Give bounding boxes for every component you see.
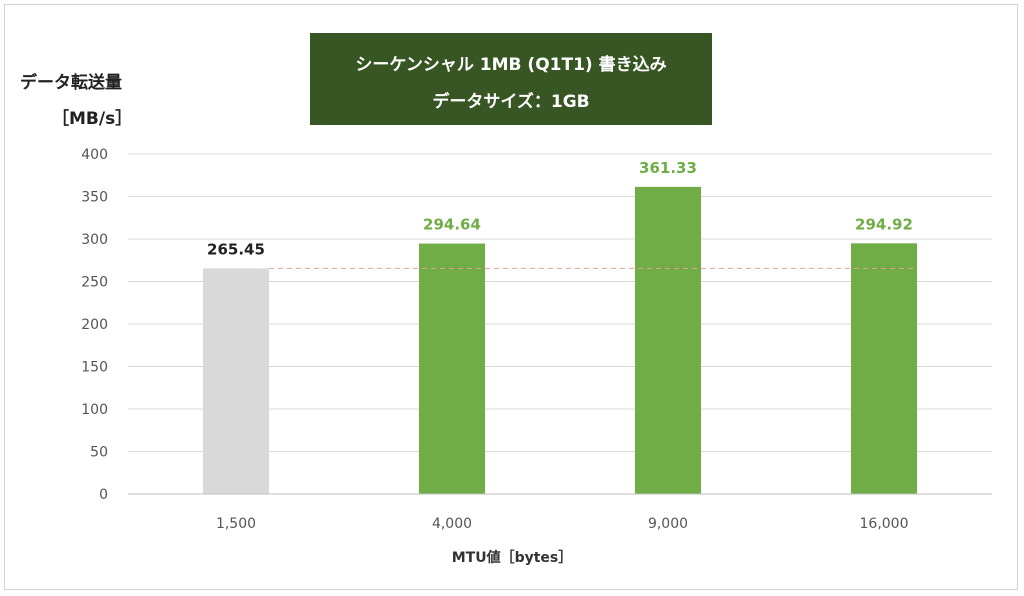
data-label: 265.45 (207, 240, 265, 258)
y-tick-label: 250 (81, 275, 108, 291)
chart-title: シーケンシャル 1MB (Q1T1) 書き込み (355, 55, 667, 75)
bar (419, 243, 485, 494)
y-tick-label: 350 (81, 190, 108, 206)
y-tick-label: 200 (81, 317, 108, 333)
x-tick-label: 1,500 (216, 516, 256, 532)
y-axis-unit: ［MB/s］ (52, 109, 133, 129)
y-tick-label: 0 (99, 487, 108, 503)
bar (203, 268, 269, 494)
y-axis-label: データ転送量 (20, 73, 122, 93)
y-tick-label: 100 (81, 402, 108, 418)
y-tick-label: 300 (81, 232, 108, 248)
y-tick-label: 50 (90, 445, 108, 461)
bar (851, 243, 917, 494)
y-tick-label: 400 (81, 147, 108, 163)
chart-subtitle: データサイズ：1GB (432, 92, 590, 112)
y-tick-label: 150 (81, 360, 108, 376)
x-tick-label: 16,000 (860, 516, 909, 532)
x-axis-label: MTU値［bytes］ (451, 550, 573, 566)
x-tick-label: 4,000 (432, 516, 472, 532)
bar (635, 186, 701, 494)
data-label: 294.64 (423, 216, 481, 234)
x-tick-label: 9,000 (648, 516, 688, 532)
data-label: 361.33 (639, 159, 697, 177)
chart-title-box: シーケンシャル 1MB (Q1T1) 書き込み データサイズ：1GB (310, 33, 712, 125)
data-label: 294.92 (855, 215, 913, 233)
